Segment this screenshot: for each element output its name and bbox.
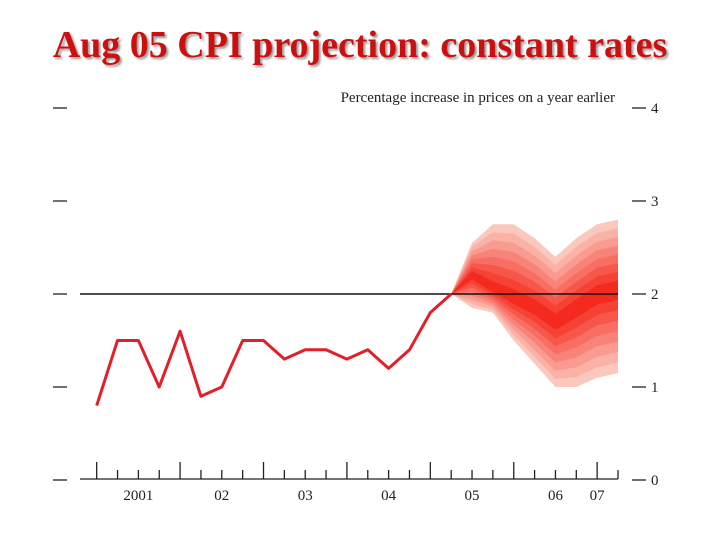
x-tick-label: 06 <box>548 488 564 504</box>
y-tick-label: 2 <box>651 287 659 303</box>
y-tick-label: 1 <box>651 380 659 396</box>
x-tick-label: 2001 <box>123 488 153 504</box>
x-tick-label: 04 <box>381 488 397 504</box>
fan-band-8 <box>451 271 618 330</box>
y-tick-label: 3 <box>651 194 659 210</box>
x-tick-label: 07 <box>590 488 606 504</box>
cpi-history-line <box>95 292 453 407</box>
chart-subtitle: Percentage increase in prices on a year … <box>341 90 615 106</box>
chart-lines <box>80 292 618 407</box>
chart-axes: 0 1 2 3 4 2001 02 03 04 05 06 07 <box>53 101 659 504</box>
y-tick-label: 4 <box>651 101 659 117</box>
x-tick-label: 05 <box>465 488 480 504</box>
x-tick-label: 02 <box>214 488 229 504</box>
y-tick-label: 0 <box>651 473 659 489</box>
fan-bands <box>451 219 618 387</box>
slide-title: Aug 05 CPI projection: constant rates <box>52 24 668 66</box>
x-tick-label: 03 <box>298 488 313 504</box>
